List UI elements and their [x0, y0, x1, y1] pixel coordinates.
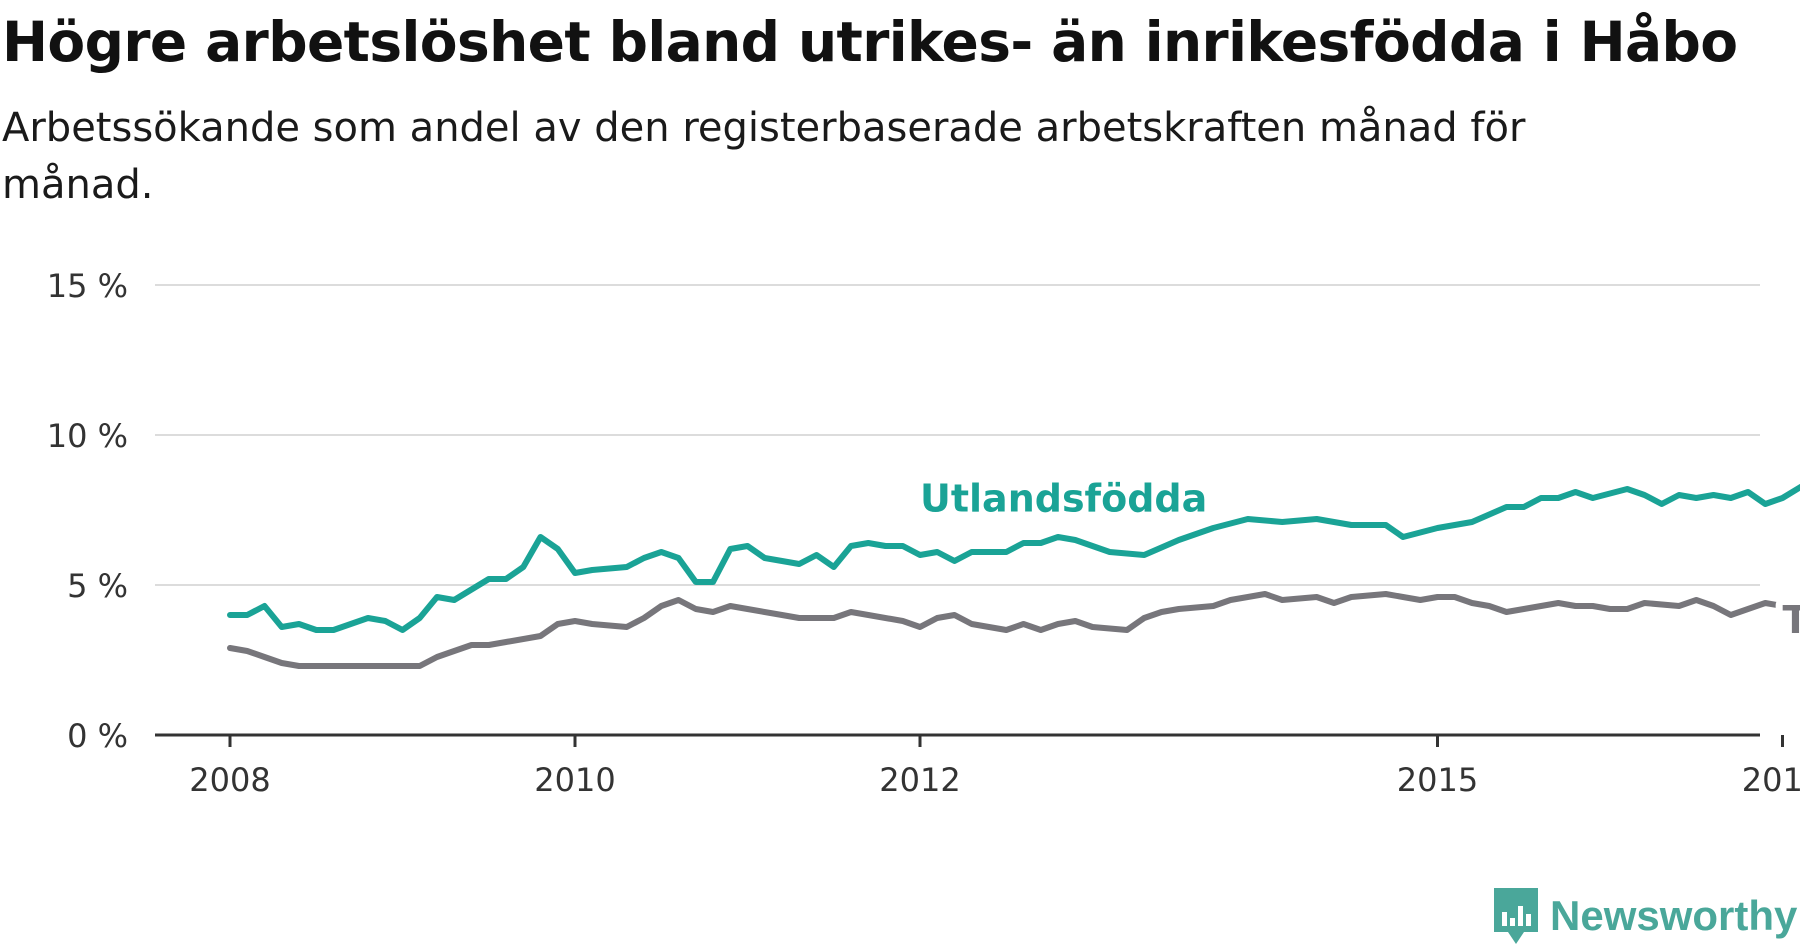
x-tick-label: 2012 — [879, 761, 960, 799]
series-name-label: Total arbetslöshet — [1783, 598, 1800, 642]
brand-name: Newsworthy — [1550, 892, 1798, 939]
series-lines — [227, 483, 1800, 669]
x-tick-label: 2010 — [534, 761, 615, 799]
y-tick-label: 15 % — [47, 267, 128, 305]
x-tick-label: 2017 — [1742, 761, 1800, 799]
y-tick-label: 0 % — [67, 717, 128, 755]
y-tick-label: 5 % — [67, 567, 128, 605]
series-labels: UtlandsföddaTotal arbetslöshet11,1 %4,7 … — [913, 470, 1800, 650]
axes: 0 %5 %10 %15 %20082010201220152017202020… — [47, 267, 1800, 799]
chart-subtitle: Arbetssökande som andel av den registerb… — [2, 105, 1526, 208]
chart-title: Högre arbetslöshet bland utrikes- än inr… — [2, 10, 1738, 74]
series-line — [227, 483, 1800, 633]
x-tick-label: 2015 — [1397, 761, 1478, 799]
brand-logo[interactable]: Newsworthy — [1492, 886, 1797, 946]
newsworthy-logo-icon — [1494, 888, 1538, 944]
x-tick-label: 2008 — [189, 761, 270, 799]
y-tick-label: 10 % — [47, 417, 128, 455]
series-name-label: Utlandsfödda — [920, 477, 1207, 521]
series-line — [227, 591, 1800, 669]
grid-lines — [155, 284, 1760, 586]
